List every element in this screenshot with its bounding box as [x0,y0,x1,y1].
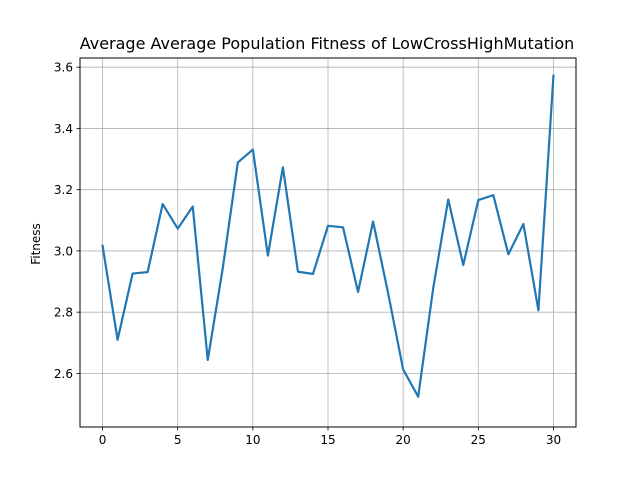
y-tick-label: 2.8 [54,306,73,320]
y-tick-label: 3.0 [54,244,73,258]
x-tick-label: 0 [99,433,107,447]
y-tick-label: 3.6 [54,61,73,75]
x-tick-label: 20 [396,433,411,447]
x-tick-label: 15 [320,433,335,447]
y-tick-label: 3.4 [54,122,73,136]
x-tick-label: 30 [546,433,561,447]
series-line-0 [101,74,555,398]
y-tick-label: 2.6 [54,367,73,381]
series-layer [101,74,555,398]
chart-title: Average Average Population Fitness of Lo… [80,34,575,53]
x-tick-label: 10 [245,433,260,447]
y-tick-label: 3.2 [54,183,73,197]
grid-lines [80,58,576,427]
x-tick-label: 25 [471,433,486,447]
axis-ticks: 0 5 10 15 20 25 30 2.6 2.8 3.0 3.2 3.4 3.6 [54,61,561,447]
x-tick-label: 5 [174,433,182,447]
y-axis-label: Fitness [29,223,43,265]
